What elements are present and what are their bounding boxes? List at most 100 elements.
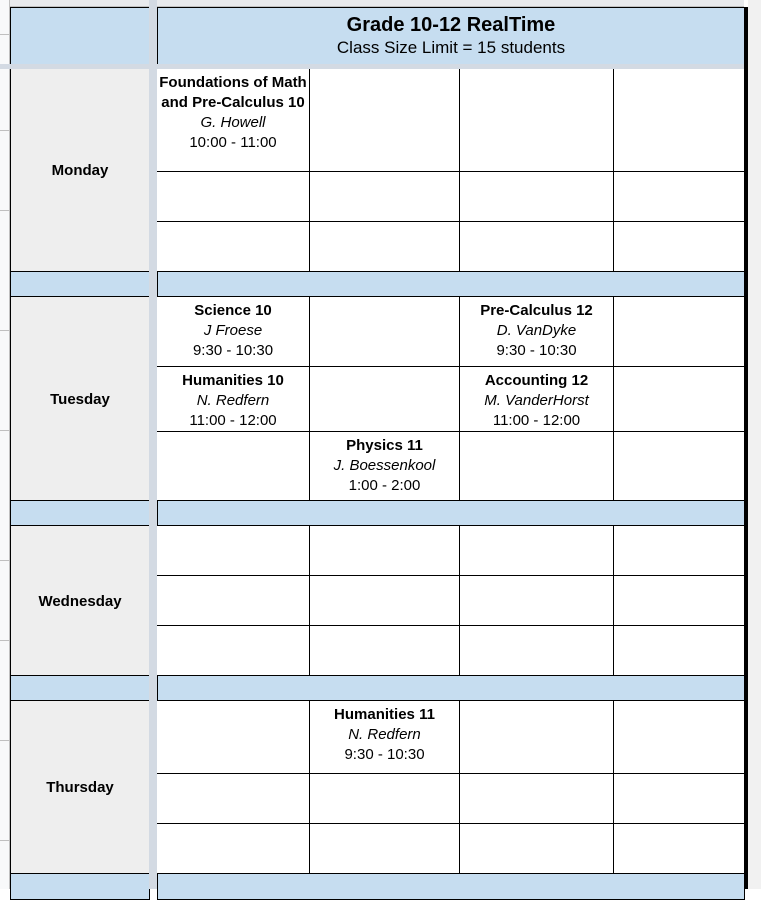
- schedule-cell[interactable]: [613, 68, 745, 172]
- schedule-cell[interactable]: [156, 700, 310, 774]
- day-separator[interactable]: [10, 500, 150, 526]
- schedule-cell[interactable]: [459, 773, 614, 824]
- course-name: Foundations of Math and Pre-Calculus 10: [159, 74, 307, 111]
- class-time: 9:30 - 10:30: [192, 342, 274, 359]
- schedule-cell[interactable]: [459, 625, 614, 676]
- schedule-cell[interactable]: [613, 366, 745, 432]
- schedule-cell[interactable]: [156, 171, 310, 222]
- schedule-cell[interactable]: [156, 575, 310, 626]
- schedule-cell[interactable]: [156, 431, 310, 501]
- teacher-name: J Froese: [203, 322, 263, 339]
- day-label: Tuesday: [50, 390, 110, 408]
- day-cell-tuesday[interactable]: Tuesday: [10, 296, 150, 502]
- schedule-cell[interactable]: [459, 221, 614, 272]
- schedule-cell[interactable]: [613, 625, 745, 676]
- course-name: Physics 11: [346, 437, 423, 454]
- course-name: Accounting 12: [484, 372, 589, 389]
- schedule-cell[interactable]: [459, 575, 614, 626]
- day-label: Thursday: [46, 779, 114, 796]
- day-separator[interactable]: [157, 500, 745, 526]
- freeze-divider-vertical[interactable]: [149, 0, 157, 889]
- class-cell[interactable]: Physics 11 J. Boessenkool 1:00 - 2:00: [309, 431, 460, 501]
- class-time: 11:00 - 12:00: [189, 412, 277, 429]
- teacher-name: D. VanDyke: [496, 322, 577, 339]
- class-time: 9:30 - 10:30: [496, 342, 577, 359]
- class-time: 1:00 - 2:00: [348, 477, 421, 494]
- schedule-cell[interactable]: [613, 525, 745, 576]
- schedule-title: Grade 10-12 RealTime: [346, 14, 556, 36]
- day-separator[interactable]: [157, 675, 745, 701]
- gridline: [0, 430, 10, 431]
- schedule-cell[interactable]: [459, 700, 614, 774]
- day-separator[interactable]: [10, 271, 150, 297]
- freeze-divider-horizontal[interactable]: [0, 64, 745, 69]
- schedule-cell[interactable]: [613, 773, 745, 824]
- day-cell-thursday[interactable]: Thursday: [10, 700, 150, 875]
- class-time: 9:30 - 10:30: [344, 746, 425, 763]
- schedule-cell[interactable]: [459, 171, 614, 222]
- schedule-cell[interactable]: [156, 221, 310, 272]
- class-time: 10:00 - 11:00: [189, 134, 277, 151]
- schedule-cell[interactable]: [156, 625, 310, 676]
- schedule-cell[interactable]: [309, 625, 460, 676]
- schedule-cell[interactable]: [309, 221, 460, 272]
- gridline: [0, 330, 10, 331]
- day-cell-wednesday[interactable]: Wednesday: [10, 525, 150, 677]
- schedule-cell[interactable]: [613, 296, 745, 367]
- schedule-cell[interactable]: [459, 68, 614, 172]
- teacher-name: J. Boessenkool: [333, 457, 436, 474]
- day-separator[interactable]: [10, 873, 150, 900]
- class-cell[interactable]: Humanities 10 N. Redfern 11:00 - 12:00: [156, 366, 310, 432]
- schedule-cell[interactable]: [156, 525, 310, 576]
- gridline: [0, 840, 10, 841]
- row-header-strip: [0, 0, 10, 889]
- class-cell[interactable]: Humanities 11 N. Redfern 9:30 - 10:30: [309, 700, 460, 774]
- schedule-cell[interactable]: [309, 823, 460, 874]
- schedule-cell[interactable]: [156, 823, 310, 874]
- schedule-cell[interactable]: [459, 823, 614, 874]
- gridline: [0, 34, 10, 35]
- schedule-cell[interactable]: [613, 171, 745, 222]
- gridline: [0, 640, 10, 641]
- class-cell[interactable]: Accounting 12 M. VanderHorst 11:00 - 12:00: [459, 366, 614, 432]
- schedule-cell[interactable]: [309, 366, 460, 432]
- scroll-area: [748, 0, 761, 889]
- class-cell[interactable]: Science 10 J Froese 9:30 - 10:30: [156, 296, 310, 367]
- schedule-cell[interactable]: [309, 525, 460, 576]
- schedule-cell[interactable]: [309, 68, 460, 172]
- day-separator[interactable]: [10, 675, 150, 701]
- class-time: 11:00 - 12:00: [492, 412, 581, 429]
- course-name: Humanities 10: [182, 372, 284, 389]
- course-name: Pre-Calculus 12: [480, 302, 593, 319]
- day-separator[interactable]: [157, 873, 745, 900]
- schedule-cell[interactable]: [309, 773, 460, 824]
- column-header-strip: [10, 0, 149, 7]
- column-header-strip: [157, 0, 744, 7]
- schedule-cell[interactable]: [613, 700, 745, 774]
- schedule-cell[interactable]: [156, 773, 310, 824]
- class-cell[interactable]: Pre-Calculus 12 D. VanDyke 9:30 - 10:30: [459, 296, 614, 367]
- gridline: [0, 130, 10, 131]
- gridline: [0, 740, 10, 741]
- schedule-cell[interactable]: [459, 525, 614, 576]
- class-cell[interactable]: Foundations of Math and Pre-Calculus 10 G…: [156, 68, 310, 172]
- schedule-cell[interactable]: [613, 221, 745, 272]
- day-separator[interactable]: [157, 271, 745, 297]
- schedule-cell[interactable]: [613, 575, 745, 626]
- schedule-cell[interactable]: [309, 171, 460, 222]
- schedule-subtitle: Class Size Limit = 15 students: [336, 38, 566, 57]
- course-name: Humanities 11: [334, 706, 435, 723]
- teacher-name: N. Redfern: [196, 392, 270, 409]
- schedule-cell[interactable]: [309, 575, 460, 626]
- teacher-name: G. Howell: [200, 114, 266, 131]
- gridline: [0, 210, 10, 211]
- schedule-cell[interactable]: [459, 431, 614, 501]
- title-cell[interactable]: Grade 10-12 RealTime Class Size Limit = …: [157, 7, 745, 65]
- day-cell-monday[interactable]: Monday: [10, 68, 150, 273]
- schedule-cell[interactable]: [613, 823, 745, 874]
- schedule-cell[interactable]: [613, 431, 745, 501]
- gridline: [0, 560, 10, 561]
- header-corner-cell[interactable]: [10, 7, 150, 65]
- schedule-cell[interactable]: [309, 296, 460, 367]
- teacher-name: M. VanderHorst: [484, 392, 589, 409]
